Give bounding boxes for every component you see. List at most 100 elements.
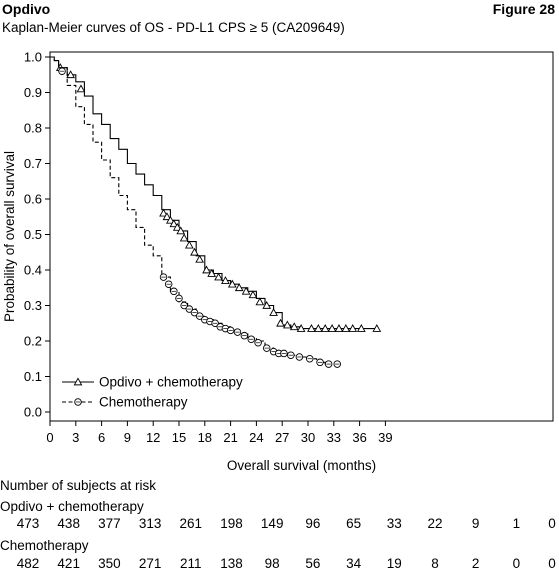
y-tick-label: 0.6: [24, 192, 42, 207]
legend-label-opdivo: Opdivo + chemotherapy: [99, 375, 243, 390]
y-tick-label: 0.4: [24, 263, 42, 278]
censor-mark-chemo: [254, 339, 262, 347]
x-tick-label: 21: [223, 430, 237, 445]
x-tick-label: 9: [124, 430, 131, 445]
censor-mark-opdivo: [248, 290, 258, 299]
risk-count-opdivo: 33: [386, 516, 402, 531]
censor-mark-opdivo: [190, 247, 199, 256]
censor-mark-chemo: [159, 273, 168, 281]
censor-mark-opdivo: [313, 324, 323, 332]
risk-count-chemo: 34: [346, 556, 362, 571]
legend-marker-chemo: [74, 398, 82, 406]
censor-mark-chemo: [195, 312, 204, 320]
y-tick-label: 0.2: [24, 334, 42, 349]
censor-mark-opdivo: [66, 70, 76, 79]
x-tick-label: 18: [198, 430, 212, 445]
x-tick-label: 36: [352, 430, 366, 445]
censor-mark-chemo: [262, 344, 271, 352]
risk-count-opdivo: 313: [138, 516, 162, 531]
chart-title: Kaplan-Meier curves of OS - PD-L1 CPS ≥ …: [2, 20, 345, 35]
censor-mark-opdivo: [320, 324, 330, 332]
censor-mark-chemo: [170, 287, 178, 296]
risk-count-opdivo: 9: [471, 516, 480, 531]
censor-mark-opdivo: [234, 283, 244, 292]
censor-mark-opdivo: [241, 286, 251, 295]
censor-mark-chemo: [287, 351, 295, 359]
censor-mark-chemo: [324, 360, 333, 368]
censor-mark-opdivo: [169, 219, 179, 228]
censor-mark-chemo: [240, 331, 249, 340]
censor-mark-opdivo: [276, 318, 285, 327]
censor-mark-opdivo: [76, 84, 86, 93]
risk-count-opdivo: 377: [98, 516, 121, 531]
censor-mark-chemo: [190, 308, 199, 317]
censor-mark-chemo: [295, 353, 304, 361]
x-tick-label: 27: [275, 430, 289, 445]
y-axis-label: Probability of overall survival: [2, 151, 17, 322]
censor-mark-opdivo: [227, 279, 237, 288]
x-tick-label: 24: [249, 430, 263, 445]
risk-table-heading: Number of subjects at risk: [0, 478, 157, 493]
censor-mark-opdivo: [341, 324, 351, 332]
censor-mark-opdivo: [282, 320, 292, 329]
censor-mark-opdivo: [207, 269, 217, 277]
risk-count-chemo: 350: [98, 556, 121, 571]
risk-count-chemo: 211: [180, 556, 202, 571]
brand-name: Opdivo: [2, 1, 51, 17]
censor-mark-chemo: [211, 319, 219, 328]
censor-mark-opdivo: [262, 300, 272, 309]
censor-mark-chemo: [185, 305, 194, 313]
censor-mark-chemo: [247, 335, 255, 343]
censor-mark-chemo: [180, 301, 188, 310]
censor-mark-opdivo: [348, 324, 358, 332]
risk-count-opdivo: 96: [305, 516, 321, 531]
censor-mark-opdivo: [162, 212, 172, 221]
censor-mark-opdivo: [296, 324, 306, 332]
risk-count-opdivo: 1: [512, 516, 521, 531]
y-tick-label: 0.7: [24, 156, 42, 171]
km-chart: 0.00.10.20.30.40.50.60.70.80.91.00 3 6 9 12 1…: [2, 50, 554, 473]
censor-mark-opdivo: [307, 324, 316, 332]
y-tick-label: 0.8: [24, 121, 42, 136]
y-tick-label: 0.5: [24, 227, 42, 242]
censor-mark-opdivo: [356, 324, 366, 332]
risk-count-opdivo: 0: [548, 516, 556, 531]
censor-mark-opdivo: [172, 222, 182, 231]
x-tick-label: 30: [301, 430, 315, 445]
risk-count-chemo: 2: [471, 556, 480, 571]
y-tick-label: 0.1: [24, 369, 42, 384]
risk-count-opdivo: 438: [57, 516, 80, 531]
censor-mark-chemo: [175, 294, 183, 303]
censor-mark-opdivo: [214, 272, 223, 281]
censor-mark-chemo: [333, 360, 341, 368]
risk-count-chemo: 98: [264, 556, 280, 571]
censor-mark-opdivo: [289, 322, 299, 331]
censor-mark-chemo: [233, 328, 242, 336]
censor-mark-opdivo: [195, 254, 205, 263]
censor-mark-chemo: [280, 349, 288, 358]
x-tick-label: 12: [146, 430, 160, 445]
risk-count-opdivo: 22: [427, 516, 443, 531]
x-tick-label: 6: [98, 430, 105, 445]
y-tick-label: 0.0: [24, 405, 42, 420]
risk-count-opdivo: 261: [179, 516, 203, 531]
legend-marker-opdivo: [73, 377, 83, 386]
risk-count-chemo: 19: [386, 556, 402, 571]
y-tick-label: 0.9: [24, 85, 42, 100]
censor-mark-opdivo: [269, 308, 278, 316]
risk-count-chemo: 421: [57, 556, 80, 571]
censor-mark-opdivo: [327, 324, 337, 332]
censor-mark-opdivo: [184, 240, 194, 249]
risk-count-chemo: 482: [16, 556, 40, 571]
risk-count-chemo: 56: [305, 556, 321, 571]
y-tick-label: 1.0: [24, 50, 42, 65]
censor-mark-opdivo: [334, 324, 344, 332]
censor-mark-opdivo: [166, 215, 175, 224]
risk-count-chemo: 138: [220, 556, 243, 571]
series-line-opdivo: [50, 56, 377, 330]
x-tick-label: 0: [46, 430, 53, 445]
censor-mark-chemo: [305, 355, 314, 363]
risk-count-opdivo: 198: [220, 516, 243, 531]
censor-mark-opdivo: [159, 208, 168, 217]
figure-label: Figure 28: [492, 1, 555, 17]
